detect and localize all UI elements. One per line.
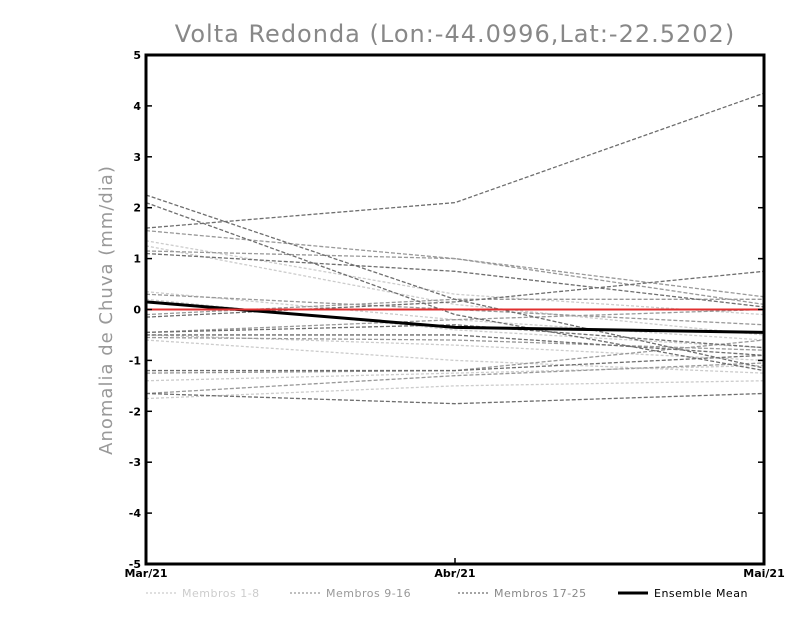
- member-line-16: [145, 362, 765, 395]
- y-axis-label: Anomalia de Chuva (mm/dia): [96, 165, 117, 455]
- chart-title: Volta Redonda (Lon:-44.0996,Lat:-22.5202…: [175, 20, 735, 48]
- series-layer: [145, 92, 765, 405]
- x-axis-ticks: Mar/21 Abr/21 Mai/21: [124, 558, 785, 580]
- y-tick-label: 4: [133, 100, 141, 113]
- member-line-8: [145, 339, 765, 374]
- y-tick-label: -1: [129, 354, 141, 367]
- member-line-22: [145, 324, 765, 349]
- y-tick-label: -4: [129, 507, 142, 520]
- legend-label-group_1_8: Membros 1-8: [182, 587, 260, 600]
- member-line-17: [145, 194, 765, 369]
- x-tick-label: Mai/21: [743, 567, 784, 580]
- member-line-20: [145, 252, 765, 308]
- legend-label-ensemble: Ensemble Mean: [654, 587, 748, 600]
- member-line-15: [145, 308, 765, 334]
- x-tick-label: Abr/21: [434, 567, 475, 580]
- member-line-25: [146, 334, 765, 356]
- ensemble-mean-line: [145, 300, 765, 334]
- y-tick-label: -3: [129, 456, 141, 469]
- member-line-18: [145, 201, 765, 372]
- y-tick-label: -5: [129, 558, 141, 571]
- member-line-24: [145, 392, 765, 405]
- y-tick-label: -2: [129, 405, 141, 418]
- member-line-2: [145, 245, 765, 336]
- y-tick-label: 3: [133, 151, 141, 164]
- ensemble-layer: [145, 300, 765, 334]
- member-line-13: [145, 336, 765, 351]
- legend-label-group_9_16: Membros 9-16: [326, 587, 411, 600]
- member-line-4: [145, 298, 765, 349]
- member-line-1: [145, 240, 765, 316]
- y-tick-label: 2: [133, 202, 141, 215]
- member-line-9: [145, 229, 765, 298]
- member-line-10: [145, 250, 765, 306]
- y-axis-ticks: -5 -4 -3 -2 -1 0 1 2 3 4 5: [129, 49, 764, 571]
- member-line-23: [146, 354, 765, 372]
- member-line-21: [145, 270, 765, 318]
- member-line-7: [145, 380, 765, 400]
- legend-label-group_17_25: Membros 17-25: [494, 587, 587, 600]
- legend: Membros 1-8 Membros 9-16 Membros 17-25 Ense…: [146, 587, 748, 600]
- y-tick-label: 1: [133, 253, 141, 266]
- member-line-19: [145, 92, 765, 229]
- y-tick-label: 5: [133, 49, 141, 62]
- y-tick-label: 0: [133, 304, 141, 317]
- x-tick-label: Mar/21: [124, 567, 167, 580]
- member-line-5: [145, 334, 765, 362]
- member-line-6: [145, 364, 765, 382]
